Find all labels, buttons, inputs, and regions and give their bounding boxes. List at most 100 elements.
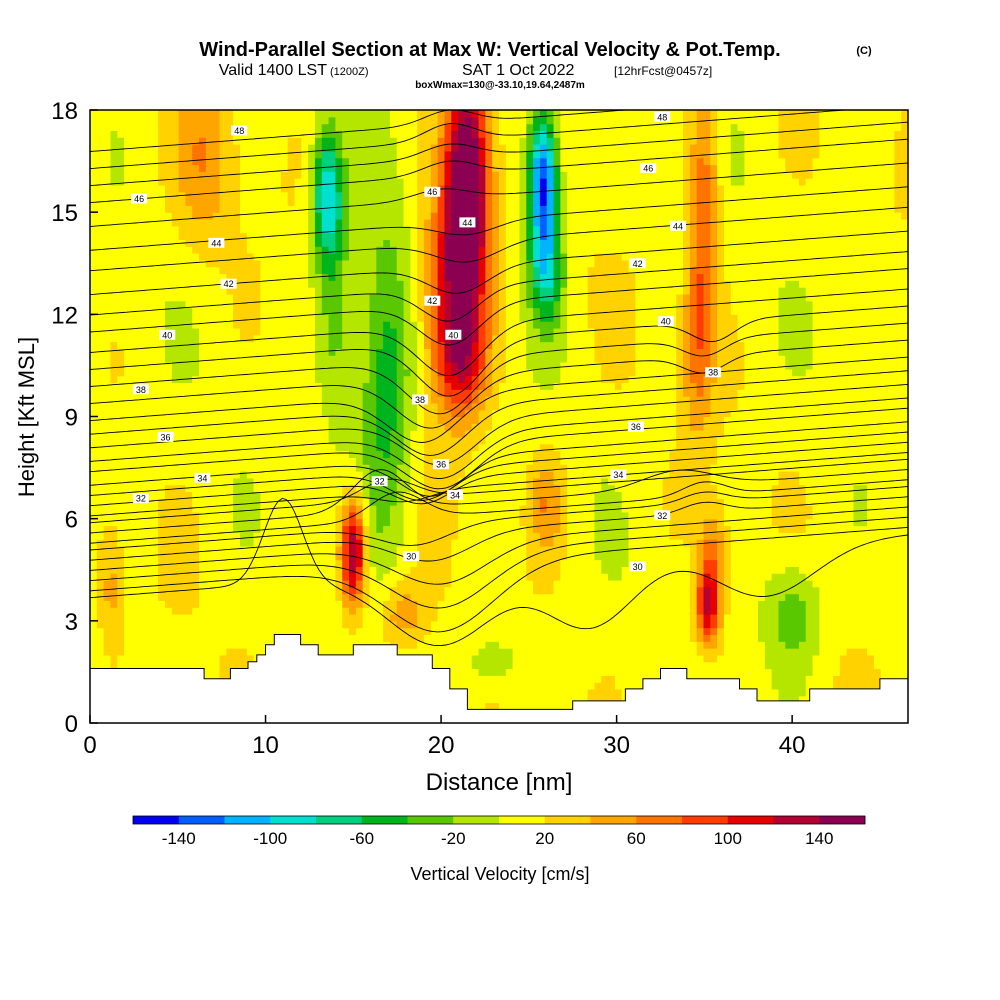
velocity-cell: [199, 144, 207, 152]
velocity-cell: [451, 593, 459, 601]
velocity-cell: [410, 389, 418, 397]
velocity-cell: [151, 348, 159, 356]
velocity-cell: [199, 614, 207, 622]
velocity-cell: [185, 232, 193, 241]
velocity-cell: [437, 532, 446, 540]
velocity-cell: [274, 450, 282, 458]
velocity-cell: [171, 157, 180, 166]
velocity-cell: [124, 191, 132, 200]
velocity-cell: [124, 130, 132, 138]
velocity-cell: [403, 627, 411, 636]
velocity-cell: [103, 505, 112, 513]
velocity-cell: [335, 484, 343, 493]
velocity-cell: [314, 157, 323, 166]
velocity-cell: [287, 586, 296, 595]
velocity-cell: [212, 300, 221, 309]
velocity-cell: [328, 477, 336, 486]
velocity-cell: [171, 389, 180, 397]
velocity-cell: [314, 579, 323, 588]
velocity-cell: [117, 559, 125, 567]
velocity-cell: [110, 307, 118, 315]
velocity-cell: [376, 280, 384, 288]
velocity-cell: [458, 341, 466, 349]
velocity-cell: [192, 184, 200, 193]
velocity-cell: [417, 184, 425, 193]
velocity-cell: [287, 552, 296, 561]
velocity-cell: [383, 614, 391, 622]
velocity-cell: [267, 362, 275, 370]
velocity-cell: [96, 586, 105, 595]
velocity-cell: [239, 293, 248, 302]
velocity-cell: [287, 579, 296, 588]
velocity-cell: [253, 641, 262, 649]
velocity-cell: [130, 586, 139, 595]
velocity-cell: [335, 198, 343, 206]
velocity-cell: [308, 253, 316, 261]
velocity-cell: [437, 470, 446, 479]
velocity-cell: [96, 654, 105, 663]
velocity-cell: [239, 137, 248, 145]
velocity-cell: [137, 375, 146, 384]
velocity-cell: [389, 484, 398, 493]
velocity-cell: [294, 464, 302, 472]
velocity-cell: [267, 205, 275, 213]
velocity-cell: [396, 627, 405, 636]
velocity-cell: [137, 232, 146, 241]
velocity-cell: [164, 450, 173, 458]
velocity-cell: [314, 375, 323, 384]
velocity-cell: [158, 620, 166, 629]
velocity-cell: [110, 314, 118, 322]
velocity-cell: [239, 620, 248, 629]
velocity-cell: [267, 287, 275, 295]
velocity-cell: [205, 150, 214, 159]
velocity-cell: [178, 362, 187, 370]
velocity-cell: [96, 178, 105, 186]
velocity-cell: [294, 375, 302, 384]
velocity-cell: [403, 123, 411, 132]
velocity-cell: [239, 518, 248, 527]
velocity-cell: [130, 641, 139, 649]
velocity-cell: [287, 144, 296, 152]
velocity-cell: [178, 314, 187, 322]
velocity-cell: [369, 157, 377, 166]
velocity-cell: [280, 375, 289, 384]
velocity-cell: [369, 300, 377, 309]
velocity-cell: [110, 137, 118, 145]
velocity-cell: [130, 402, 139, 411]
velocity-cell: [192, 654, 200, 663]
velocity-cell: [444, 402, 452, 411]
velocity-cell: [389, 402, 398, 411]
velocity-cell: [280, 280, 289, 288]
velocity-cell: [301, 198, 309, 206]
velocity-cell: [376, 232, 384, 241]
velocity-cell: [280, 253, 289, 261]
velocity-cell: [151, 123, 159, 132]
velocity-cell: [205, 266, 214, 275]
velocity-cell: [451, 205, 459, 213]
velocity-cell: [444, 137, 452, 145]
velocity-cell: [205, 552, 214, 561]
velocity-cell: [199, 566, 207, 574]
velocity-cell: [164, 648, 173, 656]
velocity-cell: [199, 239, 207, 247]
velocity-cell: [403, 505, 411, 513]
velocity-cell: [151, 164, 159, 172]
velocity-cell: [130, 511, 139, 520]
velocity-cell: [274, 314, 282, 322]
velocity-cell: [308, 355, 316, 363]
velocity-cell: [260, 600, 268, 608]
velocity-cell: [301, 164, 309, 172]
velocity-cell: [280, 402, 289, 411]
velocity-cell: [178, 171, 187, 179]
velocity-cell: [260, 545, 268, 554]
velocity-cell: [376, 157, 384, 166]
velocity-cell: [137, 300, 146, 309]
velocity-cell: [267, 484, 275, 493]
velocity-cell: [437, 314, 446, 322]
velocity-cell: [294, 123, 302, 132]
velocity-cell: [328, 178, 336, 186]
velocity-cell: [239, 327, 248, 336]
velocity-cell: [294, 171, 302, 179]
velocity-cell: [451, 525, 459, 533]
velocity-cell: [267, 593, 275, 601]
